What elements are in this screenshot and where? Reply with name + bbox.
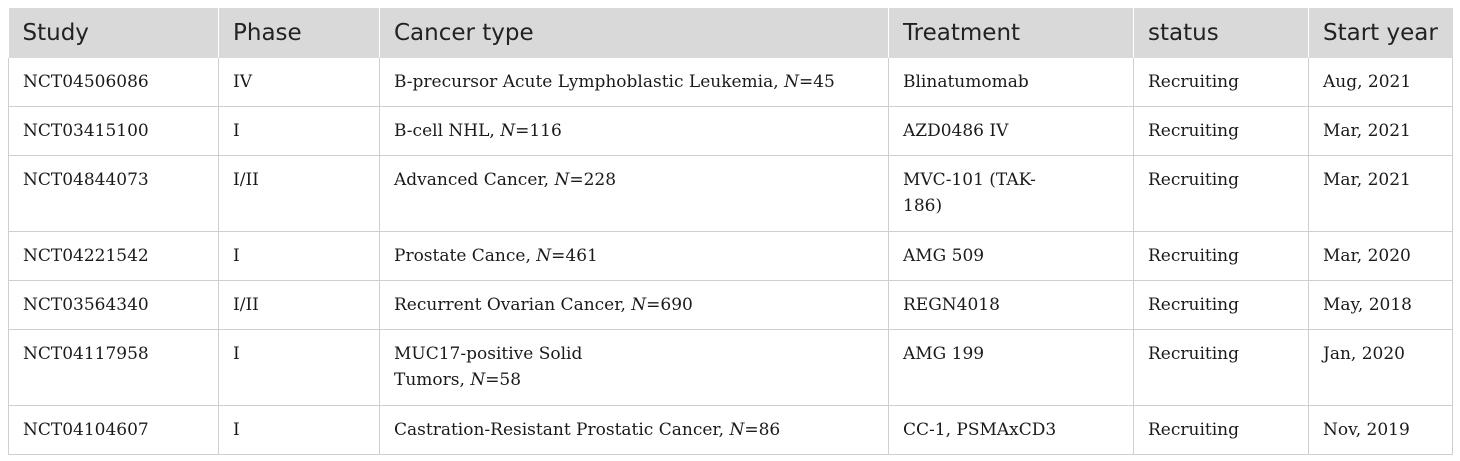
n-label: N — [470, 370, 486, 390]
cell-treatment: AZD0486 IV — [888, 106, 1134, 156]
cell-study: NCT04104607 — [8, 405, 219, 455]
cancer-text: Prostate Cance, — [394, 246, 537, 266]
cell-study: NCT03564340 — [8, 280, 219, 330]
header-treatment: Treatment — [888, 8, 1134, 58]
n-value: =461 — [551, 246, 598, 266]
n-value: =58 — [485, 370, 522, 390]
header-status: status — [1133, 8, 1309, 58]
cell-cancer-type: B-cell NHL, N=116 — [379, 106, 889, 156]
table-row: NCT04844073 I/II Advanced Cancer, N=228 … — [8, 155, 1453, 232]
cell-phase: IV — [218, 58, 380, 107]
treatment-text: MVC-101 (TAK-186) — [903, 170, 1036, 216]
cell-treatment: MVC-101 (TAK-186) — [888, 155, 1134, 232]
table-row: NCT03415100 I B-cell NHL, N=116 AZD0486 … — [8, 106, 1453, 156]
cell-cancer-type: Advanced Cancer, N=228 — [379, 155, 889, 232]
table-body: NCT04506086 IV B-precursor Acute Lymphob… — [8, 58, 1453, 455]
n-value: =116 — [515, 121, 562, 141]
n-value: =86 — [744, 420, 781, 440]
cell-phase: I — [218, 231, 380, 281]
cell-phase: I/II — [218, 155, 380, 232]
cell-cancer-type: Castration-Resistant Prostatic Cancer, N… — [379, 405, 889, 455]
n-label: N — [784, 72, 799, 92]
cancer-text: Advanced Cancer, — [394, 170, 555, 190]
header-start-year: Start year — [1308, 8, 1453, 58]
cell-treatment: AMG 199 — [888, 329, 1134, 406]
cell-cancer-type: Prostate Cance, N=461 — [379, 231, 889, 281]
cell-start-year: Mar, 2020 — [1308, 231, 1453, 281]
cancer-text: Recurrent Ovarian Cancer, — [394, 295, 632, 315]
cell-treatment: AMG 509 — [888, 231, 1134, 281]
cell-treatment: Blinatumomab — [888, 58, 1134, 107]
cell-treatment: REGN4018 — [888, 280, 1134, 330]
cell-status: Recruiting — [1133, 58, 1309, 107]
n-label: N — [729, 420, 745, 440]
n-value: =228 — [569, 170, 617, 190]
cell-phase: I — [218, 405, 380, 455]
cancer-text: Castration-Resistant Prostatic Cancer, — [394, 420, 730, 440]
cell-study: NCT03415100 — [8, 106, 219, 156]
cell-start-year: Mar, 2021 — [1308, 155, 1453, 232]
table-row: NCT03564340 I/II Recurrent Ovarian Cance… — [8, 280, 1453, 330]
cancer-text: MUC17-positive Solid Tumors, — [394, 344, 583, 390]
clinical-trials-table: Study Phase Cancer type Treatment status… — [8, 8, 1453, 455]
cell-phase: I/II — [218, 280, 380, 330]
cell-study: NCT04844073 — [8, 155, 219, 232]
cell-status: Recruiting — [1133, 280, 1309, 330]
cell-study: NCT04506086 — [8, 58, 219, 107]
cell-start-year: Aug, 2021 — [1308, 58, 1453, 107]
header-phase: Phase — [218, 8, 380, 58]
header-study: Study — [22, 20, 89, 46]
cell-start-year: Mar, 2021 — [1308, 106, 1453, 156]
cancer-text: B-precursor Acute Lymphoblastic Leukemia… — [394, 72, 785, 92]
cell-start-year: Nov, 2019 — [1308, 405, 1453, 455]
cell-status: Recruiting — [1133, 231, 1309, 281]
n-label: N — [500, 121, 516, 141]
n-label: N — [554, 170, 570, 190]
cell-study: NCT04117958 — [8, 329, 219, 406]
cancer-wrap: MUC17-positive Solid Tumors, N=58 — [394, 341, 614, 393]
cell-start-year: May, 2018 — [1308, 280, 1453, 330]
cell-status: Recruiting — [1133, 155, 1309, 232]
cancer-text: B-cell NHL, — [394, 121, 501, 141]
table-row: NCT04506086 IV B-precursor Acute Lymphob… — [8, 58, 1453, 107]
cell-phase: I — [218, 329, 380, 406]
cell-status: Recruiting — [1133, 405, 1309, 455]
table-row: NCT04117958 I MUC17-positive Solid Tumor… — [8, 329, 1453, 406]
cell-cancer-type: B-precursor Acute Lymphoblastic Leukemia… — [379, 58, 889, 107]
n-value: =45 — [798, 72, 835, 92]
n-label: N — [631, 295, 647, 315]
header-row: Study Phase Cancer type Treatment status… — [8, 8, 1453, 58]
table-row: NCT04221542 I Prostate Cance, N=461 AMG … — [8, 231, 1453, 281]
cell-start-year: Jan, 2020 — [1308, 329, 1453, 406]
cell-status: Recruiting — [1133, 329, 1309, 406]
n-value: =690 — [646, 295, 693, 315]
n-label: N — [536, 246, 552, 266]
cell-treatment: CC-1, PSMAxCD3 — [888, 405, 1134, 455]
cell-phase: I — [218, 106, 380, 156]
header-cancer-type: Cancer type — [379, 8, 889, 58]
cell-cancer-type: MUC17-positive Solid Tumors, N=58 — [379, 329, 889, 406]
cell-cancer-type: Recurrent Ovarian Cancer, N=690 — [379, 280, 889, 330]
cell-status: Recruiting — [1133, 106, 1309, 156]
table-row: NCT04104607 I Castration-Resistant Prost… — [8, 405, 1453, 455]
table-header: Study Phase Cancer type Treatment status… — [8, 8, 1453, 58]
cell-study: NCT04221542 — [8, 231, 219, 281]
